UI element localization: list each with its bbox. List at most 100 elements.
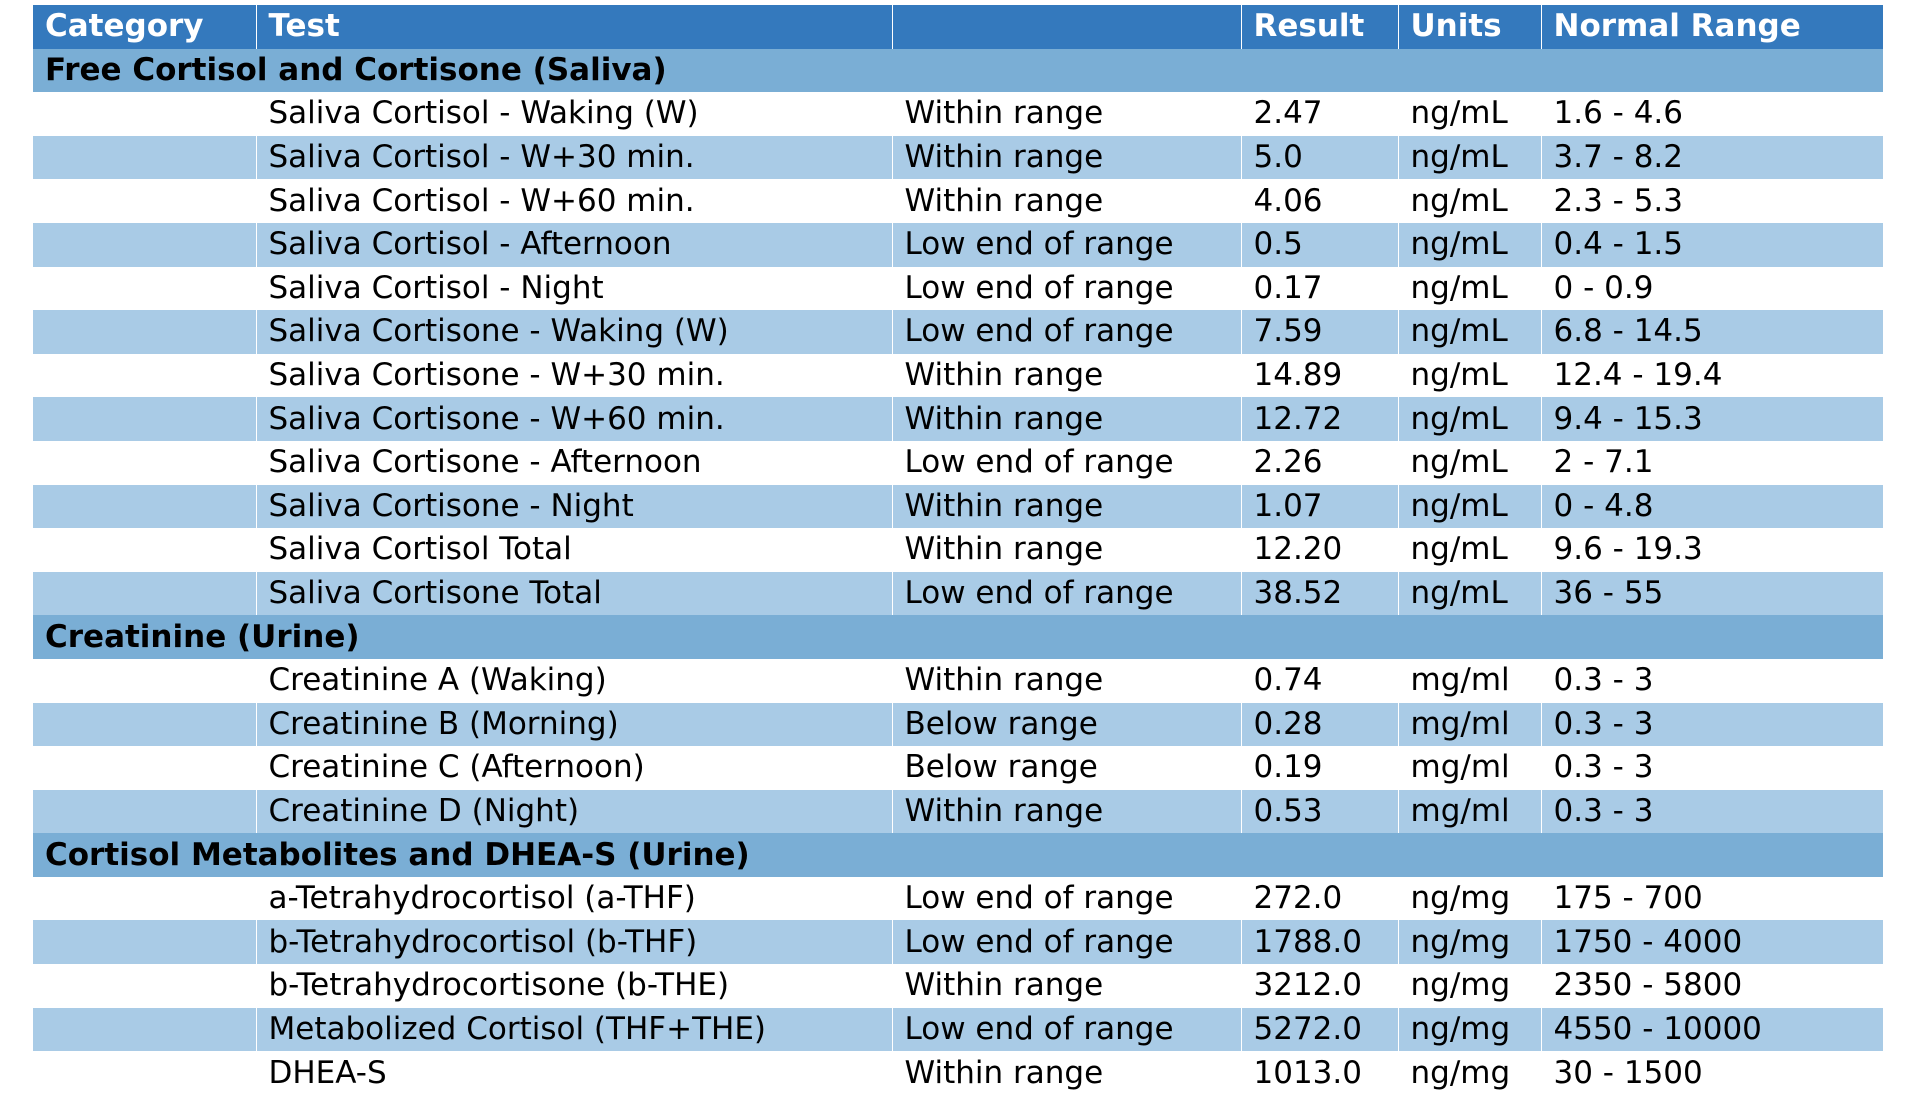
cell: 7.59 — [1241, 310, 1399, 354]
cell: 5272.0 — [1241, 1007, 1399, 1052]
cell: Within range — [892, 484, 1242, 529]
category-row: Cortisol Metabolites and DHEA-S (Urine) — [33, 833, 1884, 877]
cell: Within range — [892, 92, 1242, 136]
cell: 5.0 — [1241, 135, 1399, 180]
data-row: Creatinine A (Waking) Within range 0.74 mg/… — [33, 658, 1884, 703]
data-row: Creatinine B (Morning) Below range 0.28 mg/… — [33, 702, 1884, 747]
header-cell: Result — [1241, 5, 1399, 49]
cell: ng/mL — [1398, 571, 1542, 616]
cell: 0.28 — [1241, 702, 1399, 747]
cell: Below range — [892, 746, 1242, 790]
cell: Saliva Cortisone Total — [256, 571, 893, 616]
cell: 0.19 — [1241, 746, 1399, 790]
cell: 9.4 - 15.3 — [1541, 397, 1884, 441]
category-cell — [33, 440, 257, 485]
cell: Within range — [892, 789, 1242, 834]
category-cell — [33, 266, 257, 311]
category-cell — [33, 1007, 257, 1052]
cell: ng/mL — [1398, 179, 1542, 223]
data-row: Saliva Cortisone Total Low end of range 38… — [33, 571, 1884, 616]
cell: Creatinine B (Morning) — [256, 702, 893, 747]
category-cell — [33, 92, 257, 136]
table-body: Free Cortisol and Cortisone (Saliva) Sali… — [33, 48, 1884, 1095]
cell: Low end of range — [892, 440, 1242, 485]
header-cell — [892, 5, 1242, 49]
cell: 1.07 — [1241, 484, 1399, 529]
category-cell — [33, 876, 257, 921]
cell: ng/mL — [1398, 353, 1542, 398]
category-cell — [33, 920, 257, 965]
cell: 6.8 - 14.5 — [1541, 310, 1884, 354]
results-table: Category Test Result Units Normal Range Free… — [33, 5, 1884, 1095]
category-cell — [33, 658, 257, 703]
cell: mg/ml — [1398, 702, 1542, 747]
data-row: Metabolized Cortisol (THF+THE) Low end of… — [33, 1007, 1884, 1052]
data-row: Saliva Cortisol - W+60 min. Within range 4… — [33, 179, 1884, 223]
cell: 30 - 1500 — [1541, 1051, 1884, 1095]
category-cell — [33, 964, 257, 1008]
header-cell: Test — [256, 5, 893, 49]
cell: 1788.0 — [1241, 920, 1399, 965]
header-row: Category Test Result Units Normal Range — [33, 5, 1884, 49]
cell: 2350 - 5800 — [1541, 964, 1884, 1008]
category-cell — [33, 528, 257, 572]
cell: Saliva Cortisol - Night — [256, 266, 893, 311]
cell: b-Tetrahydrocortisol (b-THF) — [256, 920, 893, 965]
cell: 0.4 - 1.5 — [1541, 222, 1884, 267]
data-row: Saliva Cortisol - Afternoon Low end of ra… — [33, 222, 1884, 267]
cell: 272.0 — [1241, 876, 1399, 921]
cell: Low end of range — [892, 222, 1242, 267]
data-row: b-Tetrahydrocortisol (b-THF) Low end of r… — [33, 920, 1884, 965]
cell: Saliva Cortisone - W+30 min. — [256, 353, 893, 398]
category-cell — [33, 702, 257, 747]
category-cell — [33, 179, 257, 223]
category-cell — [33, 353, 257, 398]
cell: 0.3 - 3 — [1541, 658, 1884, 703]
cell: Low end of range — [892, 266, 1242, 311]
cell: Saliva Cortisol - W+30 min. — [256, 135, 893, 180]
cell: 175 - 700 — [1541, 876, 1884, 921]
cell: Low end of range — [892, 1007, 1242, 1052]
cell: Within range — [892, 179, 1242, 223]
category-cell — [33, 789, 257, 834]
cell: Within range — [892, 1051, 1242, 1095]
cell: ng/mL — [1398, 266, 1542, 311]
category-cell — [33, 484, 257, 529]
cell: 12.72 — [1241, 397, 1399, 441]
cell: Low end of range — [892, 876, 1242, 921]
category-cell — [33, 397, 257, 441]
cell: ng/mg — [1398, 1007, 1542, 1052]
cell: 9.6 - 19.3 — [1541, 528, 1884, 572]
cell: Saliva Cortisol - Afternoon — [256, 222, 893, 267]
cell: 0.74 — [1241, 658, 1399, 703]
cell: 4550 - 10000 — [1541, 1007, 1884, 1052]
cell: 38.52 — [1241, 571, 1399, 616]
category-cell — [33, 222, 257, 267]
cell: 3212.0 — [1241, 964, 1399, 1008]
data-row: Saliva Cortisone - W+60 min. Within range… — [33, 397, 1884, 441]
cell: Creatinine D (Night) — [256, 789, 893, 834]
cell: mg/ml — [1398, 789, 1542, 834]
cell: Saliva Cortisol - W+60 min. — [256, 179, 893, 223]
cell: 0.3 - 3 — [1541, 746, 1884, 790]
data-row: b-Tetrahydrocortisone (b-THE) Within rang… — [33, 964, 1884, 1008]
cell: 14.89 — [1241, 353, 1399, 398]
category-row: Free Cortisol and Cortisone (Saliva) — [33, 48, 1884, 93]
data-row: Saliva Cortisone - Afternoon Low end of r… — [33, 440, 1884, 485]
cell: 0.53 — [1241, 789, 1399, 834]
cell: 12.4 - 19.4 — [1541, 353, 1884, 398]
cell: 0.17 — [1241, 266, 1399, 311]
cell: 2.26 — [1241, 440, 1399, 485]
cell: 0.3 - 3 — [1541, 702, 1884, 747]
data-row: Saliva Cortisol Total Within range 12.20 ng… — [33, 528, 1884, 572]
cell: Saliva Cortisol Total — [256, 528, 893, 572]
category-cell — [33, 571, 257, 616]
cell: Within range — [892, 528, 1242, 572]
cell: Metabolized Cortisol (THF+THE) — [256, 1007, 893, 1052]
cell: Low end of range — [892, 571, 1242, 616]
cell: 2 - 7.1 — [1541, 440, 1884, 485]
cell: ng/mg — [1398, 964, 1542, 1008]
category-cell — [33, 1051, 257, 1095]
cell: a-Tetrahydrocortisol (a-THF) — [256, 876, 893, 921]
